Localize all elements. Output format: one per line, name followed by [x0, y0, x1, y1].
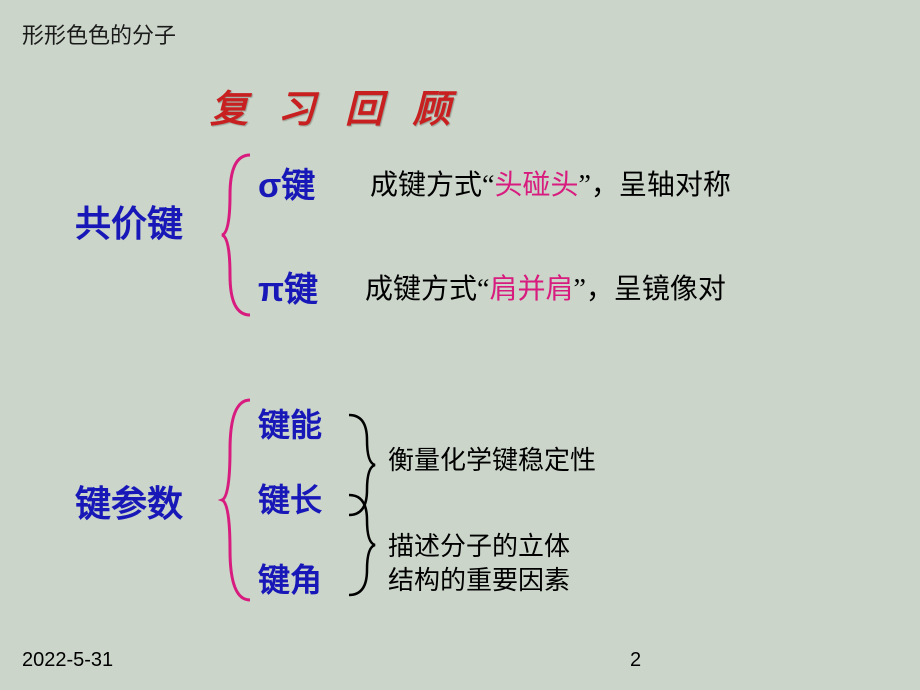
sigma-pre: 成键方式“: [370, 170, 494, 201]
sigma-post: ”，呈轴对称: [578, 170, 730, 201]
slide-header: 形形色色的分子: [22, 18, 176, 50]
brace-shape: [345, 490, 379, 600]
shape-line1: 描述分子的立体: [388, 532, 570, 561]
slide-page: 2: [630, 649, 641, 672]
brace-covalent: [220, 150, 260, 320]
pi-desc: 成键方式“肩并肩”，呈镜像对: [365, 267, 726, 307]
sigma-desc: 成键方式“头碰头”，呈轴对称: [370, 163, 731, 203]
pi-highlight: 肩并肩: [489, 274, 573, 305]
bond-param-label: 键参数: [75, 475, 183, 527]
bond-angle: 键角: [258, 555, 322, 601]
pi-bond-label: π键: [258, 262, 318, 311]
stable-desc: 衡量化学键稳定性: [388, 440, 596, 477]
pi-pre: 成键方式“: [365, 274, 489, 305]
review-title: 复 习 回 顾: [210, 78, 461, 133]
bond-length: 键长: [258, 475, 322, 521]
shape-line2: 结构的重要因素: [388, 566, 570, 595]
sigma-highlight: 头碰头: [494, 170, 578, 201]
sigma-bond-label: σ键: [258, 158, 315, 207]
covalent-bond-label: 共价键: [75, 195, 183, 247]
pi-post: ”，呈镜像对: [573, 274, 725, 305]
brace-param: [220, 395, 260, 605]
slide-date: 2022-5-31: [22, 649, 113, 672]
shape-desc: 描述分子的立体 结构的重要因素: [388, 530, 570, 598]
bond-energy: 键能: [258, 400, 322, 446]
